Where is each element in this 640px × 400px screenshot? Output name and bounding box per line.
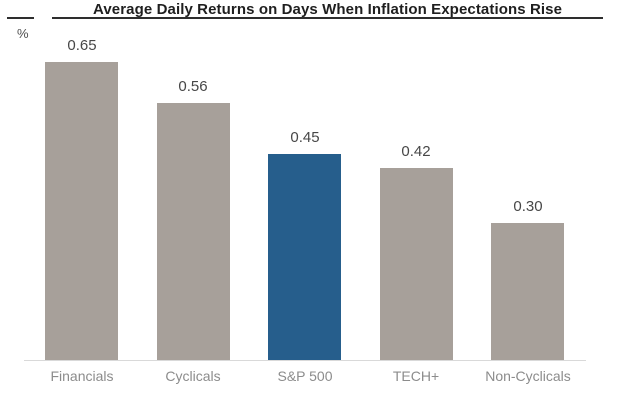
bar-value-label: 0.56 bbox=[178, 78, 208, 95]
bar-value-label: 0.45 bbox=[290, 129, 320, 146]
bar-tech bbox=[380, 168, 453, 361]
bar-non-cyclicals bbox=[491, 223, 564, 361]
bar-value-label: 0.42 bbox=[401, 143, 431, 160]
bar-cyclicals bbox=[157, 103, 230, 361]
axis-top-tick bbox=[7, 17, 34, 19]
y-axis-unit-label: % bbox=[17, 26, 29, 41]
category-label: Cyclicals bbox=[165, 368, 221, 384]
category-label: Non-Cyclicals bbox=[485, 368, 571, 384]
bar-value-label: 0.30 bbox=[513, 198, 543, 215]
bar-value-label: 0.65 bbox=[67, 37, 97, 54]
bar-s-p-500 bbox=[268, 154, 341, 361]
chart-title: Average Daily Returns on Days When Infla… bbox=[52, 0, 603, 19]
category-label: S&P 500 bbox=[277, 368, 333, 384]
category-label: TECH+ bbox=[392, 368, 440, 384]
category-label: Financials bbox=[50, 368, 114, 384]
x-axis-line bbox=[24, 360, 586, 361]
bar-financials bbox=[45, 62, 118, 361]
